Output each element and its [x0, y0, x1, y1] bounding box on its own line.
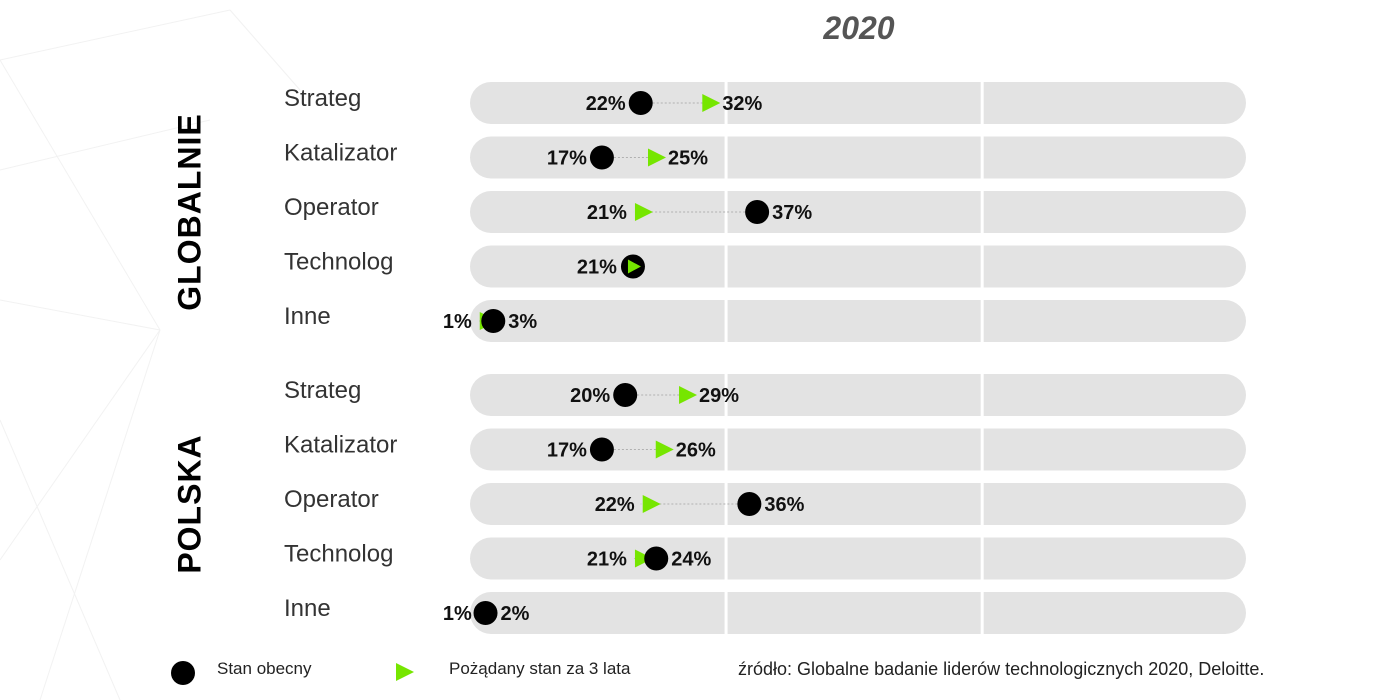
current-marker — [737, 492, 762, 516]
row-label: Strateg — [284, 377, 361, 404]
row-label: Operator — [284, 194, 379, 221]
current-value-label: 22% — [586, 93, 626, 115]
current-marker — [628, 91, 653, 115]
row-track — [470, 428, 1246, 471]
row-track — [470, 300, 1246, 342]
row-track — [470, 592, 1246, 634]
row-track — [470, 136, 1246, 179]
row-track — [470, 82, 1246, 124]
current-value-label: 2% — [501, 603, 530, 625]
row-label: Inne — [284, 595, 331, 622]
current-marker — [481, 309, 506, 333]
row-label: Inne — [284, 303, 331, 330]
desired-value-label: 1% — [443, 603, 472, 625]
desired-marker — [679, 386, 698, 404]
desired-marker — [634, 203, 653, 221]
legend-current-marker — [171, 661, 195, 685]
row-label: Technolog — [284, 541, 393, 568]
current-value-label: 24% — [671, 549, 711, 571]
desired-marker — [702, 94, 721, 112]
row-label: Technolog — [284, 249, 393, 276]
current-value-label: 17% — [547, 148, 587, 170]
row-label: Strateg — [284, 85, 361, 112]
source-note: źródło: Globalne badanie liderów technol… — [738, 659, 1265, 679]
desired-value-label: 26% — [676, 440, 716, 462]
row-track — [470, 537, 1246, 580]
current-marker — [473, 601, 498, 625]
row-label: Katalizator — [284, 140, 397, 167]
row-track — [470, 374, 1246, 416]
desired-value-label: 1% — [443, 311, 472, 333]
desired-value-label: 25% — [668, 148, 708, 170]
current-marker — [589, 145, 614, 170]
current-value-label: 36% — [764, 494, 804, 516]
legend-current-label: Stan obecny — [217, 659, 312, 678]
row-label: Katalizator — [284, 432, 397, 459]
current-value-label: 21% — [577, 257, 617, 279]
current-marker — [745, 200, 770, 224]
desired-marker — [655, 440, 674, 459]
desired-marker-overlay — [627, 259, 641, 274]
desired-marker — [648, 148, 666, 167]
group-title-globalnie: GLOBALNIE — [171, 113, 208, 311]
current-value-label: 37% — [772, 202, 812, 224]
group-title-polska: POLSKA — [171, 434, 208, 574]
desired-value-label: 32% — [722, 93, 762, 115]
legend-desired-marker — [396, 663, 414, 681]
row-track — [470, 245, 1246, 288]
legend-desired-label: Pożądany stan za 3 lata — [449, 659, 631, 678]
desired-value-label: 21% — [587, 549, 627, 571]
desired-marker — [634, 549, 653, 568]
row-track — [470, 191, 1246, 233]
row-label: Operator — [284, 486, 379, 513]
current-value-label: 20% — [570, 385, 610, 407]
current-value-label: 3% — [508, 311, 537, 333]
row-track — [470, 483, 1246, 525]
current-marker — [644, 546, 669, 571]
current-marker — [589, 437, 614, 462]
desired-value-label: 22% — [595, 494, 635, 516]
current-marker — [613, 383, 638, 407]
current-value-label: 17% — [547, 440, 587, 462]
desired-marker — [642, 495, 661, 513]
desired-value-label: 21% — [587, 202, 627, 224]
desired-value-label: 29% — [699, 385, 739, 407]
chart-year-title: 2020 — [823, 10, 895, 46]
